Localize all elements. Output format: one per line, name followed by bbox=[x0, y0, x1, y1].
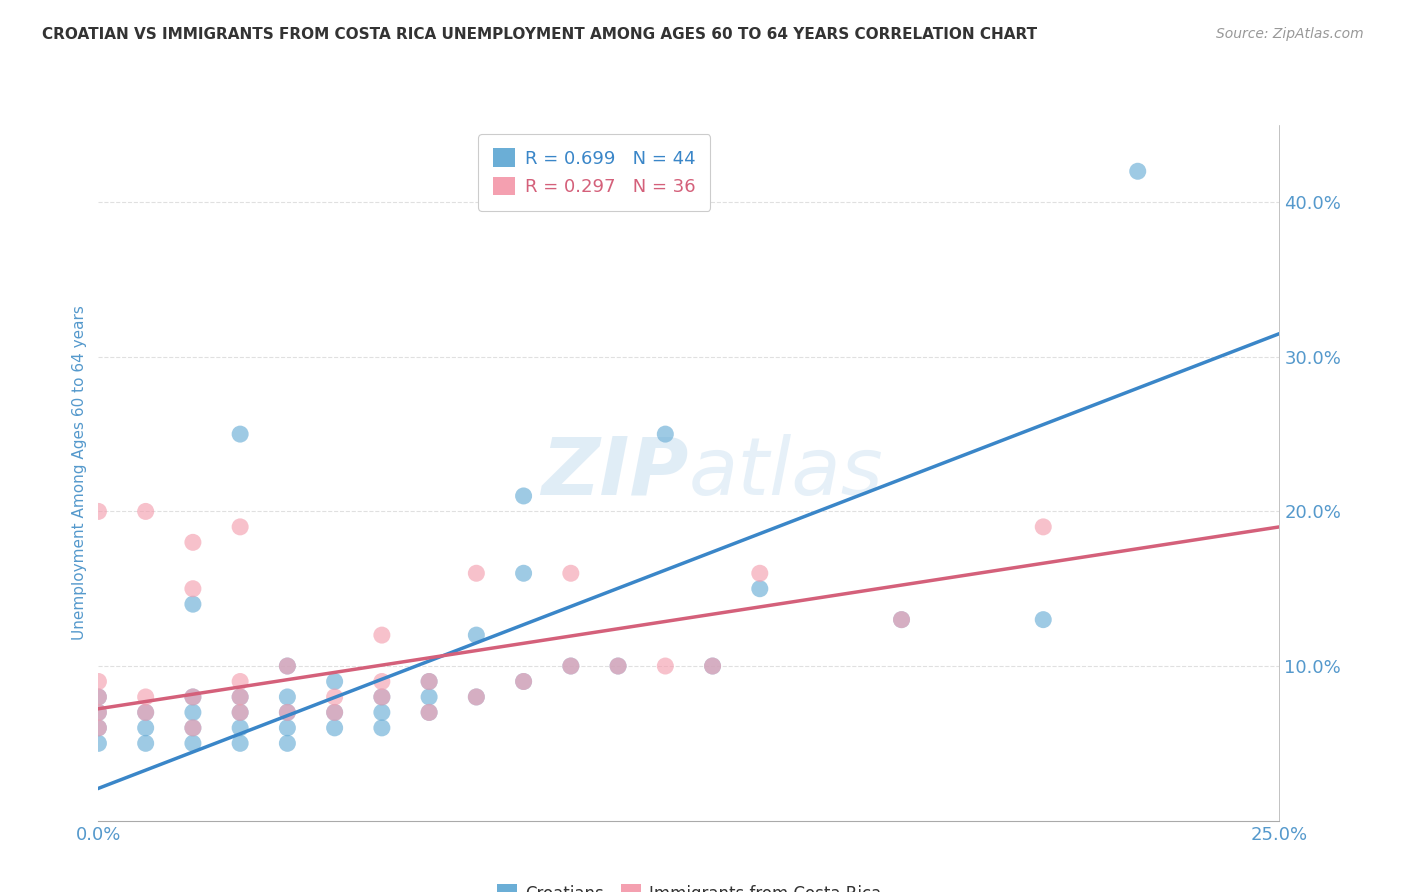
Point bbox=[654, 427, 676, 442]
Point bbox=[229, 674, 252, 689]
Point bbox=[181, 582, 204, 596]
Point bbox=[181, 535, 204, 549]
Point bbox=[748, 566, 770, 581]
Point bbox=[229, 690, 252, 704]
Point bbox=[560, 659, 582, 673]
Point bbox=[1032, 520, 1054, 534]
Point bbox=[560, 659, 582, 673]
Point bbox=[181, 736, 204, 750]
Point bbox=[560, 566, 582, 581]
Point bbox=[229, 427, 252, 442]
Point bbox=[135, 706, 157, 720]
Point bbox=[512, 566, 534, 581]
Point bbox=[181, 721, 204, 735]
Point bbox=[229, 706, 252, 720]
Point bbox=[371, 628, 394, 642]
Legend: Croatians, Immigrants from Costa Rica: Croatians, Immigrants from Costa Rica bbox=[491, 878, 887, 892]
Point bbox=[465, 628, 488, 642]
Point bbox=[418, 674, 440, 689]
Point bbox=[512, 674, 534, 689]
Point bbox=[87, 690, 110, 704]
Point bbox=[418, 706, 440, 720]
Point bbox=[87, 504, 110, 518]
Point bbox=[276, 659, 298, 673]
Point bbox=[1032, 613, 1054, 627]
Point bbox=[276, 736, 298, 750]
Point bbox=[276, 659, 298, 673]
Point bbox=[229, 706, 252, 720]
Point bbox=[87, 736, 110, 750]
Point bbox=[276, 690, 298, 704]
Point bbox=[371, 690, 394, 704]
Point bbox=[371, 674, 394, 689]
Point bbox=[87, 674, 110, 689]
Point bbox=[465, 690, 488, 704]
Point bbox=[465, 566, 488, 581]
Y-axis label: Unemployment Among Ages 60 to 64 years: Unemployment Among Ages 60 to 64 years bbox=[72, 305, 87, 640]
Point bbox=[418, 706, 440, 720]
Point bbox=[181, 706, 204, 720]
Point bbox=[276, 706, 298, 720]
Text: Source: ZipAtlas.com: Source: ZipAtlas.com bbox=[1216, 27, 1364, 41]
Point bbox=[135, 690, 157, 704]
Point bbox=[181, 690, 204, 704]
Point bbox=[135, 736, 157, 750]
Point bbox=[512, 674, 534, 689]
Point bbox=[371, 706, 394, 720]
Point bbox=[135, 504, 157, 518]
Point bbox=[276, 706, 298, 720]
Point bbox=[323, 706, 346, 720]
Point bbox=[371, 690, 394, 704]
Text: ZIP: ZIP bbox=[541, 434, 689, 512]
Point bbox=[181, 721, 204, 735]
Point bbox=[371, 721, 394, 735]
Point bbox=[323, 706, 346, 720]
Point bbox=[607, 659, 630, 673]
Point bbox=[607, 659, 630, 673]
Point bbox=[702, 659, 724, 673]
Point bbox=[276, 721, 298, 735]
Point bbox=[512, 489, 534, 503]
Point bbox=[1126, 164, 1149, 178]
Point bbox=[323, 690, 346, 704]
Point bbox=[748, 582, 770, 596]
Point bbox=[87, 721, 110, 735]
Point bbox=[418, 674, 440, 689]
Text: atlas: atlas bbox=[689, 434, 884, 512]
Point bbox=[87, 690, 110, 704]
Text: CROATIAN VS IMMIGRANTS FROM COSTA RICA UNEMPLOYMENT AMONG AGES 60 TO 64 YEARS CO: CROATIAN VS IMMIGRANTS FROM COSTA RICA U… bbox=[42, 27, 1038, 42]
Point bbox=[890, 613, 912, 627]
Point bbox=[87, 706, 110, 720]
Point bbox=[87, 706, 110, 720]
Point bbox=[229, 721, 252, 735]
Point bbox=[702, 659, 724, 673]
Point bbox=[181, 690, 204, 704]
Point bbox=[323, 674, 346, 689]
Point bbox=[181, 597, 204, 611]
Point bbox=[890, 613, 912, 627]
Point bbox=[654, 659, 676, 673]
Point bbox=[87, 721, 110, 735]
Point bbox=[323, 721, 346, 735]
Point bbox=[135, 721, 157, 735]
Point bbox=[229, 690, 252, 704]
Point bbox=[229, 736, 252, 750]
Point bbox=[465, 690, 488, 704]
Point bbox=[135, 706, 157, 720]
Point bbox=[418, 690, 440, 704]
Point bbox=[229, 520, 252, 534]
